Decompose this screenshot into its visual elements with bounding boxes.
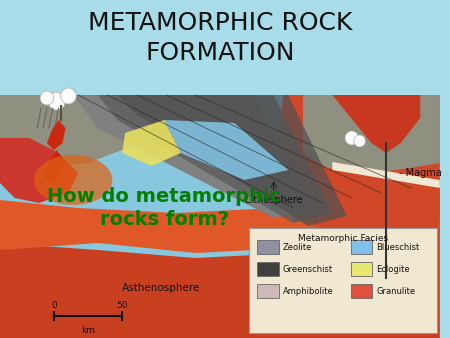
Text: Amphibolite: Amphibolite <box>283 287 333 295</box>
Polygon shape <box>164 120 288 180</box>
Circle shape <box>345 131 359 145</box>
Polygon shape <box>0 95 137 168</box>
Polygon shape <box>98 95 332 223</box>
Text: Lithosphere: Lithosphere <box>245 195 302 205</box>
Polygon shape <box>0 228 440 338</box>
Bar <box>257 240 279 254</box>
Polygon shape <box>332 95 420 153</box>
Circle shape <box>40 91 54 105</box>
Polygon shape <box>117 95 347 226</box>
Polygon shape <box>47 120 66 150</box>
Bar <box>351 284 372 298</box>
Text: Zeolite: Zeolite <box>283 242 312 251</box>
Polygon shape <box>303 95 440 173</box>
Text: Metamorphic Facies: Metamorphic Facies <box>298 234 388 243</box>
Ellipse shape <box>34 155 112 205</box>
Text: How do metamorphic
rocks form?: How do metamorphic rocks form? <box>47 187 281 229</box>
Bar <box>249 228 437 333</box>
Circle shape <box>354 135 365 147</box>
Text: km: km <box>81 326 95 335</box>
Text: - Magma: - Magma <box>399 168 441 178</box>
Polygon shape <box>73 95 313 218</box>
Circle shape <box>48 92 66 110</box>
Text: METAMORPHIC ROCK
FORMATION: METAMORPHIC ROCK FORMATION <box>88 11 352 65</box>
Polygon shape <box>274 95 440 243</box>
Bar <box>351 262 372 276</box>
Bar <box>257 262 279 276</box>
Text: Granulite: Granulite <box>376 287 415 295</box>
Text: Eclogite: Eclogite <box>376 265 410 273</box>
Text: 50: 50 <box>117 301 128 310</box>
Bar <box>0 0 440 95</box>
Polygon shape <box>0 138 78 203</box>
Polygon shape <box>332 162 440 188</box>
Polygon shape <box>44 150 63 183</box>
Bar <box>257 284 279 298</box>
Polygon shape <box>0 178 440 253</box>
Circle shape <box>61 88 76 104</box>
Text: 0: 0 <box>51 301 57 310</box>
Bar <box>0 95 440 338</box>
Text: Asthenosphere: Asthenosphere <box>122 283 200 293</box>
Bar <box>351 240 372 254</box>
Text: Greenschist: Greenschist <box>283 265 333 273</box>
Polygon shape <box>122 120 181 166</box>
Text: Blueschist: Blueschist <box>376 242 419 251</box>
